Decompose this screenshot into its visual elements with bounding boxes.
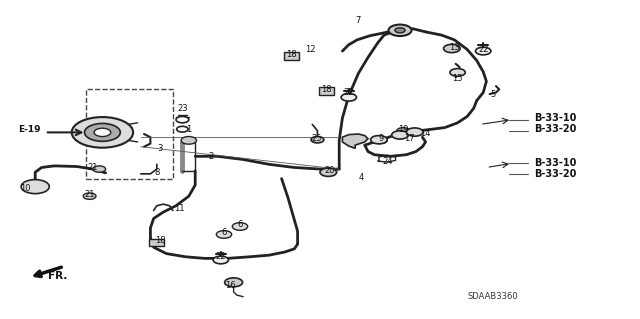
Text: 14: 14 bbox=[420, 130, 431, 138]
Text: 24: 24 bbox=[382, 157, 392, 166]
Text: 20: 20 bbox=[324, 166, 335, 175]
Text: 21: 21 bbox=[88, 163, 98, 172]
Text: SDAAB3360: SDAAB3360 bbox=[467, 292, 518, 301]
Text: B-33-20: B-33-20 bbox=[534, 169, 577, 179]
Text: 13: 13 bbox=[449, 43, 460, 52]
Circle shape bbox=[320, 168, 337, 176]
Circle shape bbox=[371, 136, 387, 144]
Circle shape bbox=[216, 231, 232, 238]
Text: 8: 8 bbox=[154, 168, 159, 177]
Circle shape bbox=[397, 128, 410, 134]
Circle shape bbox=[213, 256, 228, 264]
Bar bbox=[149, 239, 164, 246]
Text: FR.: FR. bbox=[48, 271, 67, 281]
Text: 3: 3 bbox=[157, 144, 163, 153]
Circle shape bbox=[72, 117, 133, 148]
Text: 6: 6 bbox=[221, 228, 227, 237]
Text: 7: 7 bbox=[356, 16, 361, 25]
Text: 11: 11 bbox=[174, 204, 184, 213]
Circle shape bbox=[374, 137, 387, 144]
Circle shape bbox=[406, 128, 423, 136]
Text: B-33-10: B-33-10 bbox=[534, 113, 577, 123]
Text: 25: 25 bbox=[312, 134, 322, 143]
Circle shape bbox=[341, 93, 356, 101]
Circle shape bbox=[83, 193, 96, 199]
Circle shape bbox=[93, 166, 106, 172]
Circle shape bbox=[177, 126, 188, 132]
Bar bbox=[319, 87, 334, 95]
Text: 18: 18 bbox=[286, 50, 296, 59]
Circle shape bbox=[394, 132, 406, 139]
Text: 19: 19 bbox=[398, 125, 408, 134]
Circle shape bbox=[21, 180, 49, 194]
Circle shape bbox=[225, 278, 243, 287]
Text: 23: 23 bbox=[177, 104, 188, 113]
Text: B-33-10: B-33-10 bbox=[534, 158, 577, 168]
Bar bbox=[86, 89, 173, 179]
Circle shape bbox=[232, 223, 248, 230]
Circle shape bbox=[395, 28, 405, 33]
Circle shape bbox=[181, 137, 196, 144]
Text: 22: 22 bbox=[216, 252, 226, 261]
Circle shape bbox=[476, 47, 491, 55]
Text: 10: 10 bbox=[20, 184, 31, 193]
Text: 18: 18 bbox=[155, 236, 165, 245]
Circle shape bbox=[392, 131, 408, 139]
Circle shape bbox=[406, 129, 419, 136]
Text: 6: 6 bbox=[237, 220, 243, 229]
Circle shape bbox=[84, 123, 120, 141]
Circle shape bbox=[311, 137, 324, 143]
Text: 21: 21 bbox=[84, 190, 95, 199]
Polygon shape bbox=[342, 134, 368, 148]
Text: 12: 12 bbox=[305, 45, 316, 54]
Text: 22: 22 bbox=[344, 88, 354, 97]
Text: 18: 18 bbox=[321, 85, 332, 94]
Text: 5: 5 bbox=[490, 90, 495, 99]
Circle shape bbox=[450, 69, 465, 76]
Text: B-33-20: B-33-20 bbox=[534, 124, 577, 134]
Text: 22: 22 bbox=[478, 45, 488, 54]
Text: 2: 2 bbox=[209, 152, 214, 161]
Text: 9: 9 bbox=[378, 134, 383, 143]
Text: 1: 1 bbox=[186, 125, 191, 134]
Text: 16: 16 bbox=[225, 281, 236, 290]
Bar bbox=[284, 52, 299, 60]
Circle shape bbox=[444, 44, 460, 53]
Circle shape bbox=[388, 25, 412, 36]
Text: 15: 15 bbox=[452, 74, 463, 83]
Circle shape bbox=[94, 128, 111, 137]
Text: 17: 17 bbox=[404, 134, 415, 143]
Text: 4: 4 bbox=[359, 173, 364, 182]
Circle shape bbox=[176, 116, 189, 123]
Text: E-19: E-19 bbox=[18, 125, 40, 134]
